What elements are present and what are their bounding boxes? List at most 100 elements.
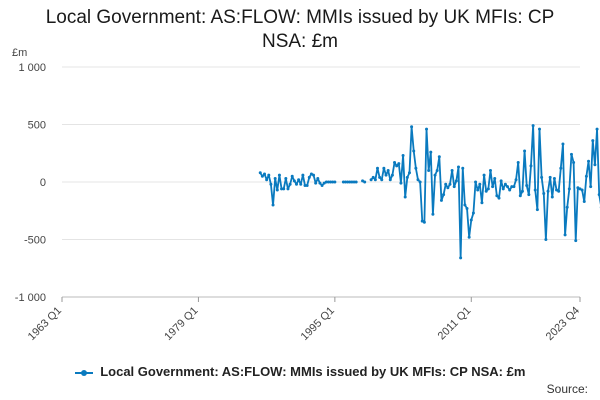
data-point[interactable] <box>292 179 296 183</box>
data-point[interactable] <box>572 160 576 164</box>
data-point[interactable] <box>491 185 495 189</box>
data-point[interactable] <box>418 180 422 184</box>
data-point[interactable] <box>271 203 275 207</box>
data-point[interactable] <box>488 169 492 172</box>
data-point[interactable] <box>567 187 571 191</box>
data-point[interactable] <box>471 211 475 215</box>
data-point[interactable] <box>597 193 600 197</box>
data-point[interactable] <box>350 180 354 184</box>
data-point[interactable] <box>433 173 437 177</box>
data-point[interactable] <box>546 189 550 193</box>
data-point[interactable] <box>275 188 279 192</box>
data-point[interactable] <box>314 181 318 185</box>
data-point[interactable] <box>557 189 561 193</box>
data-point[interactable] <box>344 180 348 184</box>
data-point[interactable] <box>378 175 382 179</box>
data-point[interactable] <box>329 180 333 184</box>
data-point[interactable] <box>260 174 264 178</box>
data-point[interactable] <box>533 188 537 192</box>
data-point[interactable] <box>282 187 286 191</box>
data-point[interactable] <box>380 178 384 182</box>
data-point[interactable] <box>563 233 567 237</box>
data-point[interactable] <box>280 187 284 191</box>
data-point[interactable] <box>542 192 546 195</box>
data-point[interactable] <box>269 182 273 186</box>
data-point[interactable] <box>277 173 281 177</box>
data-point[interactable] <box>320 183 324 187</box>
data-point[interactable] <box>429 150 433 154</box>
data-point[interactable] <box>333 180 337 184</box>
data-point[interactable] <box>456 165 460 169</box>
data-point[interactable] <box>390 173 394 177</box>
data-point[interactable] <box>550 195 554 199</box>
data-point[interactable] <box>484 189 488 193</box>
data-point[interactable] <box>354 180 358 184</box>
data-point[interactable] <box>305 183 309 187</box>
data-point[interactable] <box>401 154 405 158</box>
data-point[interactable] <box>290 174 294 178</box>
data-point[interactable] <box>324 180 328 184</box>
data-point[interactable] <box>450 169 454 172</box>
data-point[interactable] <box>439 198 443 202</box>
data-point[interactable] <box>459 256 463 260</box>
data-point[interactable] <box>393 160 397 164</box>
data-point[interactable] <box>469 218 473 222</box>
data-point[interactable] <box>267 173 271 177</box>
data-point[interactable] <box>375 166 379 170</box>
data-point[interactable] <box>286 187 290 191</box>
data-point[interactable] <box>369 178 373 182</box>
data-point[interactable] <box>307 175 311 179</box>
data-point[interactable] <box>258 171 262 175</box>
data-point[interactable] <box>407 171 411 175</box>
data-point[interactable] <box>414 166 418 170</box>
data-point[interactable] <box>301 173 305 177</box>
data-point[interactable] <box>527 193 531 197</box>
data-point[interactable] <box>463 203 467 207</box>
data-point[interactable] <box>561 142 565 146</box>
data-point[interactable] <box>493 177 497 181</box>
data-point[interactable] <box>397 162 401 166</box>
data-point[interactable] <box>569 152 573 156</box>
data-point[interactable] <box>405 175 409 179</box>
data-point[interactable] <box>382 166 386 170</box>
data-point[interactable] <box>410 125 414 129</box>
data-point[interactable] <box>444 182 448 186</box>
data-point[interactable] <box>352 180 356 184</box>
data-point[interactable] <box>495 194 499 198</box>
data-point[interactable] <box>431 212 435 216</box>
data-point[interactable] <box>346 180 350 184</box>
data-point[interactable] <box>486 187 490 191</box>
data-point[interactable] <box>416 178 420 182</box>
data-point[interactable] <box>538 127 541 131</box>
data-point[interactable] <box>501 187 505 191</box>
data-point[interactable] <box>422 220 426 224</box>
data-point[interactable] <box>552 177 556 181</box>
data-point[interactable] <box>448 182 452 186</box>
data-point[interactable] <box>593 163 597 167</box>
data-point[interactable] <box>584 174 588 178</box>
data-point[interactable] <box>312 173 316 177</box>
data-point[interactable] <box>388 178 392 182</box>
data-point[interactable] <box>529 164 533 168</box>
data-point[interactable] <box>284 177 288 181</box>
data-point[interactable] <box>412 149 416 153</box>
data-point[interactable] <box>446 186 450 190</box>
data-point[interactable] <box>427 169 431 172</box>
data-point[interactable] <box>386 169 390 172</box>
data-point[interactable] <box>384 173 388 177</box>
data-point[interactable] <box>288 182 292 186</box>
data-point[interactable] <box>535 208 539 212</box>
data-point[interactable] <box>437 155 441 159</box>
legend[interactable]: Local Government: AS:FLOW: MMIs issued b… <box>0 364 600 379</box>
data-point[interactable] <box>263 172 267 176</box>
data-point[interactable] <box>523 149 527 153</box>
data-point[interactable] <box>371 175 375 179</box>
data-point[interactable] <box>514 178 518 182</box>
data-point[interactable] <box>497 196 501 200</box>
data-point[interactable] <box>348 180 352 184</box>
data-point[interactable] <box>512 185 516 189</box>
data-point[interactable] <box>294 182 298 186</box>
data-point[interactable] <box>454 179 458 183</box>
data-point[interactable] <box>580 188 584 192</box>
data-point[interactable] <box>548 175 552 179</box>
